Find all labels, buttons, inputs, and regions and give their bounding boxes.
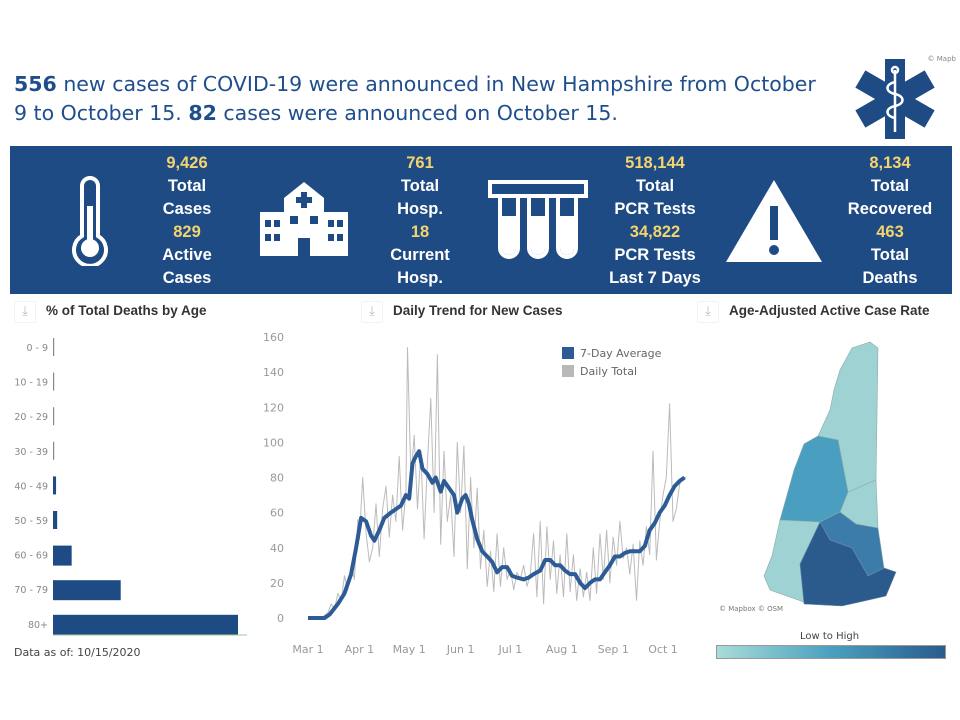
y-tick-label: 40 [270, 542, 284, 555]
download-icon[interactable]: ⤓ [361, 301, 383, 323]
stat-label: Total [635, 177, 675, 195]
bar [53, 372, 55, 391]
map-panel-title: Age-Adjusted Active Case Rate [729, 303, 930, 318]
bar-label: 50 - 59 [14, 516, 48, 527]
bar [53, 511, 58, 529]
y-tick-label: 120 [263, 401, 284, 414]
data-as-of: Data as of: 10/15/2020 [14, 646, 141, 659]
stat-hospitalizations: 761 Total Hosp. 18 Current Hosp. [355, 152, 485, 290]
x-tick-label: Mar 1 [292, 643, 323, 656]
headline: 556 new cases of COVID-19 were announced… [14, 70, 834, 128]
bar-label: 40 - 49 [14, 481, 48, 492]
stat-label: Hosp. [397, 200, 443, 218]
deaths-by-age-chart: 0 - 9 10 - 19 20 - 29 30 - 39 40 - 49 50 - 59… [14, 338, 247, 636]
bar [53, 545, 72, 566]
bar [53, 441, 55, 460]
x-tick-label: Jun 1 [446, 643, 475, 656]
bar-label: 30 - 39 [14, 447, 48, 458]
download-icon[interactable]: ⤓ [697, 301, 719, 323]
y-tick-label: 20 [270, 577, 284, 590]
stat-label: Deaths [862, 269, 918, 287]
stat-value: 829 [173, 223, 201, 241]
stat-cases: 9,426 Total Cases 829 Active Cases [122, 152, 252, 290]
stat-label: Cases [162, 269, 212, 287]
stat-label: Total [870, 246, 910, 264]
bar-label: 20 - 29 [14, 412, 48, 423]
bar [53, 580, 121, 601]
download-icon[interactable]: ⤓ [14, 301, 36, 323]
stat-label: Current [390, 246, 450, 264]
stat-label: Total [870, 177, 910, 195]
stat-value: 518,144 [625, 154, 685, 172]
stat-value: 761 [406, 154, 434, 172]
bar [53, 407, 55, 426]
bar-label: 60 - 69 [14, 551, 48, 562]
weekly-cases-number: 556 [14, 72, 57, 96]
bar [53, 476, 57, 495]
stat-label: Active [162, 246, 212, 264]
stat-label: Cases [162, 200, 212, 218]
stat-label: PCR Tests [614, 246, 696, 264]
stat-label: Total [400, 177, 440, 195]
stat-pcr-tests: 518,144 Total PCR Tests 34,822 PCR Tests Last… [590, 152, 720, 290]
stat-label: Total [167, 177, 207, 195]
headline-text-1: new cases of COVID-19 were announced in … [14, 72, 816, 125]
legend-swatch [562, 347, 574, 359]
x-tick-label: Oct 1 [648, 643, 678, 656]
bar [53, 338, 55, 356]
star-of-life-icon [855, 59, 935, 139]
stat-value: 463 [876, 223, 904, 241]
bar-label: 10 - 19 [14, 378, 48, 389]
map-attribution-top: © Mapb [927, 55, 956, 63]
test-tubes-icon [488, 180, 588, 259]
legend-label: 7-Day Average [580, 347, 662, 360]
map-credit: © Mapbox © OSM [719, 605, 784, 613]
stat-label: Last 7 Days [609, 269, 701, 287]
daily-trend-chart: 0 20 40 60 80 100 120 140 160 Mar 1 Apr 1 May 1 Jun … [263, 331, 687, 656]
x-tick-label: Apr 1 [345, 643, 375, 656]
headline-text-2: cases were announced on October 15. [216, 101, 618, 125]
county-grafton[interactable] [779, 435, 849, 523]
map-color-ramp [716, 645, 946, 659]
thermometer-icon [72, 176, 108, 266]
stat-label: Hosp. [397, 269, 443, 287]
hospital-icon [260, 182, 348, 256]
y-tick-label: 160 [263, 331, 284, 344]
x-tick-label: May 1 [393, 643, 426, 656]
y-tick-label: 100 [263, 436, 284, 449]
stat-value: 8,134 [869, 154, 911, 172]
x-tick-label: Aug 1 [546, 643, 578, 656]
legend-swatch [562, 365, 574, 377]
stat-value: 18 [410, 223, 430, 241]
warning-icon [726, 180, 822, 262]
bar-label: 0 - 9 [26, 343, 48, 354]
y-tick-label: 0 [277, 612, 284, 625]
stat-value: 9,426 [166, 154, 208, 172]
daily-cases-number: 82 [188, 101, 217, 125]
county-merrimack-hillsborough-rockingham[interactable] [799, 521, 897, 607]
deaths-panel-title: % of Total Deaths by Age [46, 303, 207, 318]
stat-label: Recovered [847, 200, 933, 218]
map-legend-label: Low to High [800, 631, 860, 642]
seven-day-average-line [308, 449, 686, 620]
y-tick-label: 140 [263, 366, 284, 379]
legend-label: Daily Total [580, 365, 637, 378]
bar [53, 614, 238, 635]
stats-banner: 9,426 Total Cases 829 Active Cases 761 Total Ho… [10, 146, 952, 294]
stat-label: PCR Tests [614, 200, 696, 218]
trend-panel-title: Daily Trend for New Cases [393, 303, 563, 318]
daily-total-line [308, 347, 687, 619]
x-tick-label: Jul 1 [497, 643, 522, 656]
bar-label: 80+ [28, 620, 48, 631]
y-tick-label: 60 [270, 507, 284, 520]
stat-recovered-deaths: 8,134 Total Recovered 463 Total Deaths [825, 152, 955, 290]
stat-value: 34,822 [629, 223, 681, 241]
y-tick-label: 80 [270, 472, 284, 485]
nh-county-map[interactable] [760, 340, 900, 608]
x-tick-label: Sep 1 [598, 643, 629, 656]
bar-label: 70 - 79 [14, 585, 48, 596]
